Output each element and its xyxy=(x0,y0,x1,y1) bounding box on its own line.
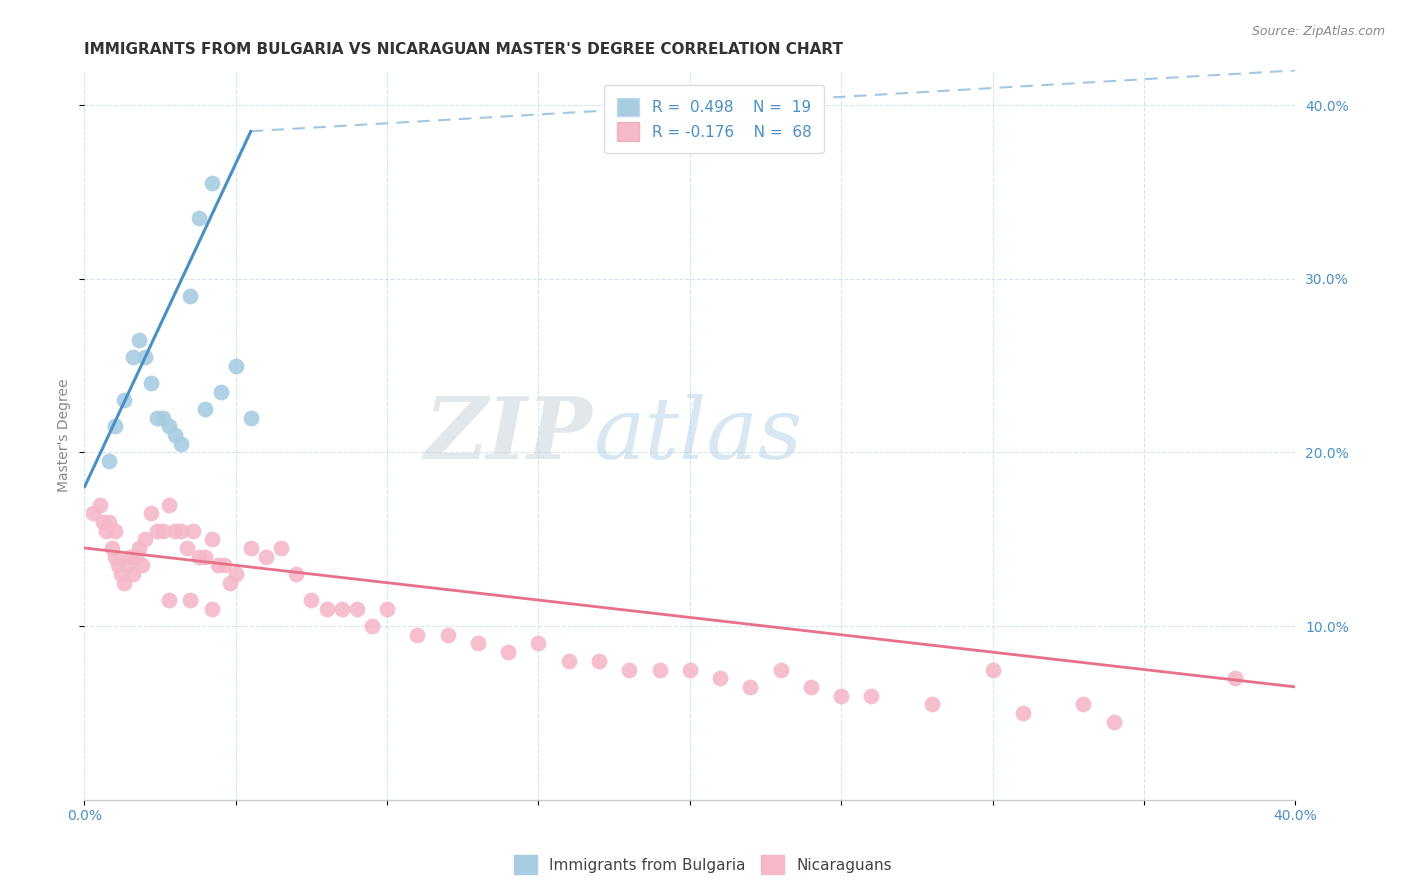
Point xyxy=(557,654,579,668)
Point xyxy=(118,549,141,564)
Legend: Immigrants from Bulgaria, Nicaraguans: Immigrants from Bulgaria, Nicaraguans xyxy=(508,849,898,880)
Point xyxy=(527,636,550,650)
Point xyxy=(82,506,104,520)
Point xyxy=(157,593,180,607)
Point xyxy=(194,402,217,417)
Text: IMMIGRANTS FROM BULGARIA VS NICARAGUAN MASTER'S DEGREE CORRELATION CHART: IMMIGRANTS FROM BULGARIA VS NICARAGUAN M… xyxy=(84,42,844,57)
Point xyxy=(89,498,111,512)
Point xyxy=(299,593,322,607)
Point xyxy=(588,654,610,668)
Point xyxy=(315,601,337,615)
Point xyxy=(981,663,1004,677)
Text: atlas: atlas xyxy=(593,393,801,476)
Point xyxy=(648,663,671,677)
Point xyxy=(1102,714,1125,729)
Point xyxy=(165,428,187,442)
Point xyxy=(91,515,114,529)
Point xyxy=(467,636,489,650)
Point xyxy=(209,384,232,399)
Point xyxy=(170,524,193,538)
Point xyxy=(270,541,292,555)
Point xyxy=(152,524,174,538)
Point xyxy=(361,619,384,633)
Point xyxy=(183,524,205,538)
Point xyxy=(188,549,211,564)
Point xyxy=(679,663,702,677)
Legend: R =  0.498    N =  19, R = -0.176    N =  68: R = 0.498 N = 19, R = -0.176 N = 68 xyxy=(605,86,824,153)
Point xyxy=(436,628,458,642)
Point xyxy=(165,524,187,538)
Point xyxy=(157,498,180,512)
Point xyxy=(107,558,129,573)
Point xyxy=(1011,706,1033,720)
Point xyxy=(212,558,235,573)
Point xyxy=(121,350,143,364)
Point xyxy=(157,419,180,434)
Point xyxy=(170,437,193,451)
Point xyxy=(134,533,156,547)
Point xyxy=(200,601,222,615)
Point xyxy=(139,506,162,520)
Point xyxy=(218,575,240,590)
Y-axis label: Master's Degree: Master's Degree xyxy=(58,378,72,491)
Point xyxy=(94,524,117,538)
Point xyxy=(128,541,150,555)
Point xyxy=(406,628,429,642)
Text: Source: ZipAtlas.com: Source: ZipAtlas.com xyxy=(1251,25,1385,38)
Point xyxy=(110,567,132,582)
Point xyxy=(830,689,852,703)
Point xyxy=(179,289,201,303)
Point xyxy=(194,549,217,564)
Point xyxy=(740,680,762,694)
Point xyxy=(207,558,229,573)
Point xyxy=(128,333,150,347)
Point xyxy=(860,689,883,703)
Point xyxy=(146,410,169,425)
Point xyxy=(200,176,222,190)
Point xyxy=(100,541,122,555)
Point xyxy=(139,376,162,390)
Point xyxy=(97,454,120,468)
Point xyxy=(254,549,277,564)
Point xyxy=(1073,698,1095,712)
Point xyxy=(330,601,353,615)
Point xyxy=(112,393,135,408)
Point xyxy=(97,515,120,529)
Text: ZIP: ZIP xyxy=(425,393,593,477)
Point xyxy=(188,211,211,225)
Point xyxy=(800,680,823,694)
Point xyxy=(121,567,143,582)
Point xyxy=(146,524,169,538)
Point xyxy=(239,410,262,425)
Point xyxy=(104,524,127,538)
Point xyxy=(131,558,153,573)
Point xyxy=(134,350,156,364)
Point xyxy=(115,558,138,573)
Point xyxy=(375,601,398,615)
Point xyxy=(200,533,222,547)
Point xyxy=(1223,671,1246,685)
Point xyxy=(921,698,943,712)
Point xyxy=(239,541,262,555)
Point xyxy=(225,359,247,373)
Point xyxy=(125,549,148,564)
Point xyxy=(769,663,792,677)
Point xyxy=(619,663,641,677)
Point xyxy=(179,593,201,607)
Point xyxy=(285,567,308,582)
Point xyxy=(152,410,174,425)
Point xyxy=(496,645,519,659)
Point xyxy=(176,541,198,555)
Point xyxy=(709,671,731,685)
Point xyxy=(346,601,368,615)
Point xyxy=(104,419,127,434)
Point xyxy=(112,575,135,590)
Point xyxy=(104,549,127,564)
Point xyxy=(225,567,247,582)
